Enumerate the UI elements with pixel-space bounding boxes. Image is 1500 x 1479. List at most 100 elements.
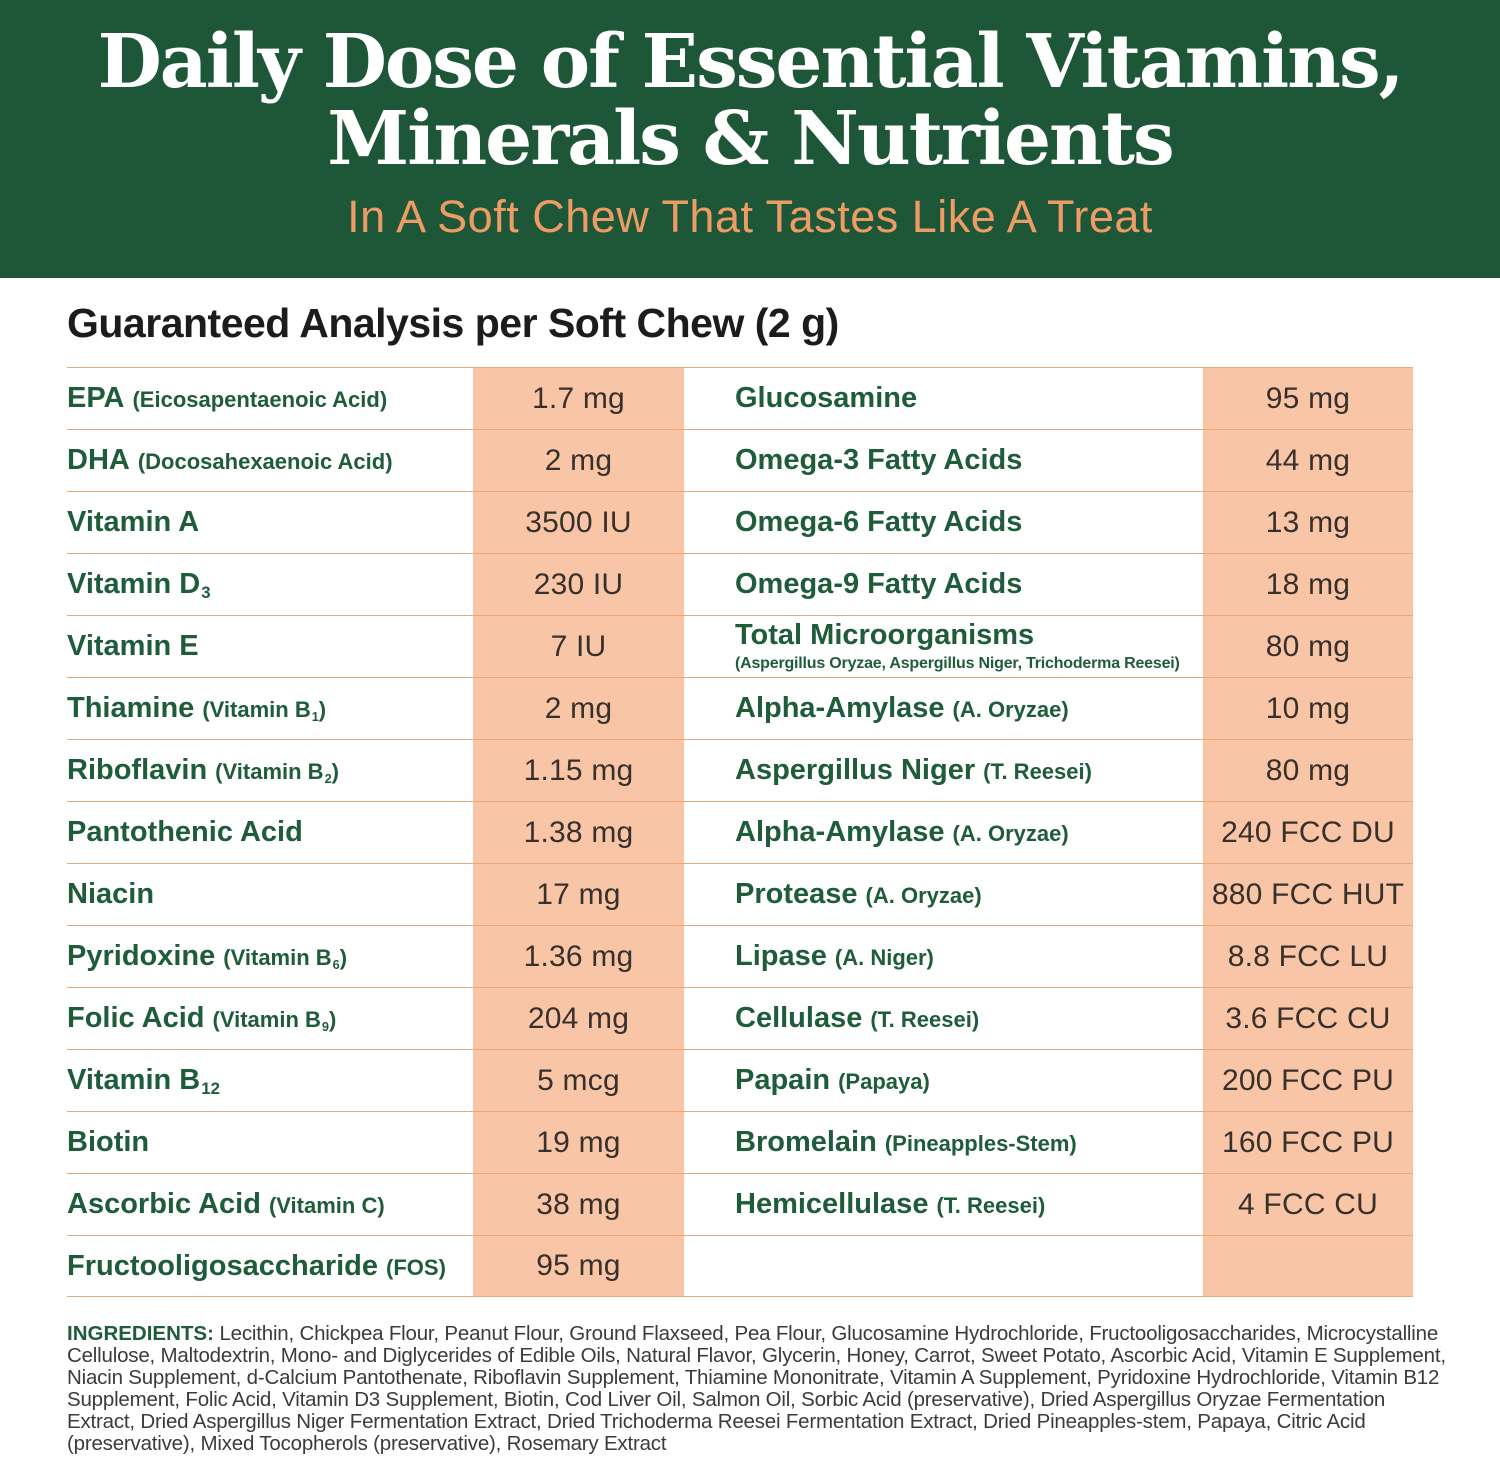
column-gap — [684, 1236, 733, 1296]
nutrient-name-right: Alpha-Amylase (A. Oryzae) — [735, 816, 1069, 848]
table-row: Thiamine (Vitamin B1) 2 mg Alpha-Amylase (A.… — [67, 677, 1413, 739]
nutrient-value-left: 204 mg — [473, 988, 684, 1049]
nutrient-value-right: 80 mg — [1203, 740, 1413, 801]
column-gap — [684, 740, 733, 801]
nutrient-value-left: 5 mcg — [473, 1050, 684, 1111]
table-row: Fructooligosaccharide (FOS) 95 mg — [67, 1235, 1413, 1297]
column-gap — [684, 926, 733, 987]
nutrient-name-right: Omega-6 Fatty Acids — [735, 506, 1023, 538]
nutrient-value-left: 1.7 mg — [473, 368, 684, 429]
nutrient-name-left: Thiamine (Vitamin B1) — [67, 692, 327, 724]
nutrient-name-right: Cellulase (T. Reesei) — [735, 1002, 980, 1034]
nutrient-name-left: DHA (Docosahexaenoic Acid) — [67, 444, 393, 476]
nutrient-value-right: 95 mg — [1203, 368, 1413, 429]
nutrient-name-right: Papain (Papaya) — [735, 1064, 930, 1096]
nutrient-name-left: Vitamin A — [67, 506, 200, 538]
nutrient-name-left: EPA (Eicosapentaenoic Acid) — [67, 382, 388, 414]
nutrient-value-left: 7 IU — [473, 616, 684, 677]
nutrient-value-left: 1.15 mg — [473, 740, 684, 801]
nutrient-name-left: Riboflavin (Vitamin B2) — [67, 754, 339, 786]
nutrient-value-right — [1203, 1236, 1413, 1296]
nutrient-value-left: 1.38 mg — [473, 802, 684, 863]
nutrient-value-left: 38 mg — [473, 1174, 684, 1235]
column-gap — [684, 864, 733, 925]
page-title: Daily Dose of Essential Vitamins, Minera… — [0, 24, 1500, 178]
nutrient-value-right: 8.8 FCC LU — [1203, 926, 1413, 987]
table-row: Folic Acid (Vitamin B9) 204 mg Cellulase (T.… — [67, 987, 1413, 1049]
table-row: Vitamin B12 5 mcg Papain (Papaya) 200 FCC PU — [67, 1049, 1413, 1111]
nutrient-subline: (Aspergillus Oryzae, Aspergillus Niger, … — [735, 654, 1180, 672]
column-gap — [684, 492, 733, 553]
table-row: Riboflavin (Vitamin B2) 1.15 mg Aspergillus… — [67, 739, 1413, 801]
table-row: Pyridoxine (Vitamin B6) 1.36 mg Lipase (A. N… — [67, 925, 1413, 987]
table-row: Pantothenic Acid 1.38 mg Alpha-Amylase (A. … — [67, 801, 1413, 863]
nutrient-value-left: 19 mg — [473, 1112, 684, 1173]
nutrient-value-left: 2 mg — [473, 678, 684, 739]
nutrient-name-left: Folic Acid (Vitamin B9) — [67, 1002, 337, 1034]
nutrient-name-left: Biotin — [67, 1126, 150, 1158]
nutrient-value-left: 230 IU — [473, 554, 684, 615]
table-row: Niacin 17 mg Protease (A. Oryzae) 880 FCC HU… — [67, 863, 1413, 925]
nutrient-name-right: Bromelain (Pineapples-Stem) — [735, 1126, 1077, 1158]
page-subtitle: In A Soft Chew That Tastes Like A Treat — [347, 190, 1153, 242]
nutrient-name-right: Omega-3 Fatty Acids — [735, 444, 1023, 476]
nutrient-name-left: Pyridoxine (Vitamin B6) — [67, 940, 348, 972]
ingredients-paragraph: INGREDIENTS: Lecithin, Chickpea Flour, P… — [67, 1323, 1457, 1455]
nutrient-value-right: 44 mg — [1203, 430, 1413, 491]
table-row: Vitamin E 7 IU Total Microorganisms (Asperg… — [67, 615, 1413, 677]
nutrient-name-right: Alpha-Amylase (A. Oryzae) — [735, 692, 1069, 724]
nutrient-value-left: 1.36 mg — [473, 926, 684, 987]
nutrient-value-right: 3.6 FCC CU — [1203, 988, 1413, 1049]
nutrient-name-left: Niacin — [67, 878, 155, 910]
column-gap — [684, 802, 733, 863]
nutrient-name-right: Aspergillus Niger (T. Reesei) — [735, 754, 1092, 786]
nutrient-name-left: Vitamin E — [67, 630, 199, 662]
nutrient-name-right: Omega-9 Fatty Acids — [735, 568, 1023, 600]
ingredients-label: INGREDIENTS: — [67, 1322, 214, 1345]
nutrient-name-right: Lipase (A. Niger) — [735, 940, 934, 972]
nutrient-value-right: 200 FCC PU — [1203, 1050, 1413, 1111]
table-row: Vitamin A 3500 IU Omega-6 Fatty Acids 13 mg — [67, 491, 1413, 553]
page-title-line1: Daily Dose of Essential Vitamins, — [97, 19, 1405, 105]
nutrient-value-left: 3500 IU — [473, 492, 684, 553]
table-row: Vitamin D3 230 IU Omega-9 Fatty Acids 18 mg — [67, 553, 1413, 615]
nutrient-name-right: Protease (A. Oryzae) — [735, 878, 982, 910]
column-gap — [684, 430, 733, 491]
nutrient-name-left: Fructooligosaccharide (FOS) — [67, 1249, 446, 1282]
nutrient-name-right: Glucosamine — [735, 382, 918, 414]
column-gap — [684, 1112, 733, 1173]
nutrient-name-left: Vitamin D3 — [67, 568, 211, 603]
column-gap — [684, 1050, 733, 1111]
column-gap — [684, 678, 733, 739]
column-gap — [684, 988, 733, 1049]
section-heading: Guaranteed Analysis per Soft Chew (2 g) — [67, 300, 839, 346]
nutrient-name-left: Ascorbic Acid (Vitamin C) — [67, 1188, 385, 1220]
nutrient-value-right: 18 mg — [1203, 554, 1413, 615]
nutrient-name-right: Total Microorganisms (Aspergillus Oryzae,… — [733, 616, 1203, 677]
nutrient-value-right: 4 FCC CU — [1203, 1174, 1413, 1235]
nutrient-value-left: 17 mg — [473, 864, 684, 925]
page-title-line2: Minerals & Nutrients — [327, 95, 1174, 182]
header-banner: Daily Dose of Essential Vitamins, Minera… — [0, 0, 1500, 278]
ingredients-text: Lecithin, Chickpea Flour, Peanut Flour, … — [67, 1322, 1446, 1455]
column-gap — [684, 616, 733, 677]
table-row: EPA (Eicosapentaenoic Acid) 1.7 mg Glucosam… — [67, 367, 1413, 429]
nutrient-value-right: 13 mg — [1203, 492, 1413, 553]
table-row: DHA (Docosahexaenoic Acid) 2 mg Omega-3 Fat… — [67, 429, 1413, 491]
table-row: Biotin 19 mg Bromelain (Pineapples-Stem) 160… — [67, 1111, 1413, 1173]
column-gap — [684, 368, 733, 429]
table-row: Ascorbic Acid (Vitamin C) 38 mg Hemicellula… — [67, 1173, 1413, 1235]
column-gap — [684, 554, 733, 615]
column-gap — [684, 1174, 733, 1235]
nutrient-value-right: 80 mg — [1203, 616, 1413, 677]
nutrient-name-left: Pantothenic Acid — [67, 816, 303, 848]
nutrient-value-right: 160 FCC PU — [1203, 1112, 1413, 1173]
nutrient-value-left: 95 mg — [473, 1236, 684, 1296]
nutrient-name-right: Hemicellulase (T. Reesei) — [735, 1188, 1046, 1220]
nutrient-name-left: Vitamin B12 — [67, 1064, 220, 1099]
nutrient-value-right: 10 mg — [1203, 678, 1413, 739]
guaranteed-analysis-table: EPA (Eicosapentaenoic Acid) 1.7 mg Glucosam… — [67, 367, 1413, 1297]
nutrient-name-right — [733, 1236, 1203, 1296]
nutrient-value-right: 240 FCC DU — [1203, 802, 1413, 863]
